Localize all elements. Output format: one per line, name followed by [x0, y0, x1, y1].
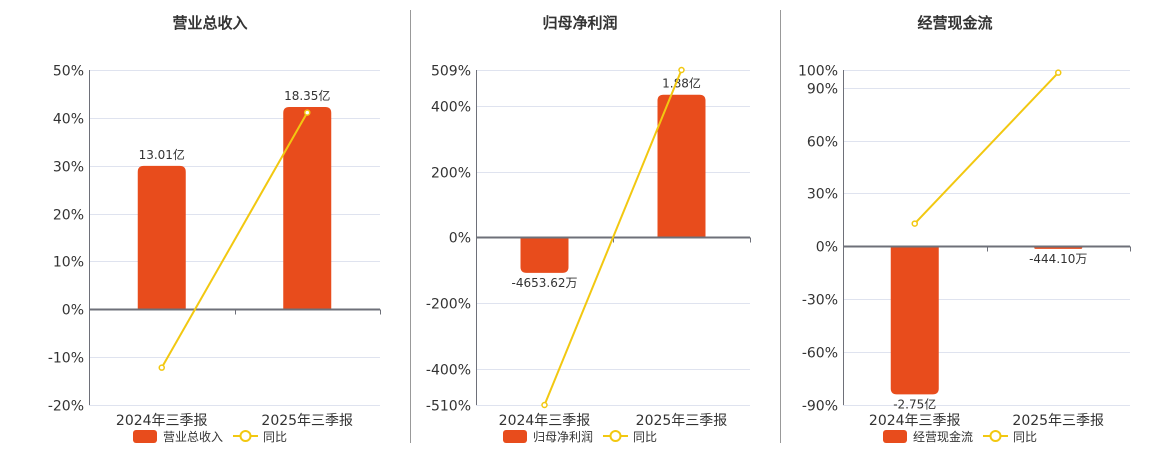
y-tick-label: 10%: [53, 255, 84, 271]
legend-bar-label: 营业总收入: [163, 430, 223, 444]
bar-data-label: -4653.62万: [512, 276, 578, 290]
legend-line-marker: [989, 430, 1002, 442]
legend-bar-label: 归母净利润: [533, 430, 593, 444]
x-category-label: 2024年三季报: [869, 413, 961, 429]
y-tick-label: -60%: [802, 346, 838, 362]
legend-bar-swatch: [503, 430, 527, 443]
legend-line-marker: [239, 430, 252, 442]
y-tick-label: 50%: [53, 64, 84, 80]
yoy-line: [543, 69, 683, 406]
y-tick-label: 0%: [816, 240, 838, 256]
y-tick-label: 400%: [431, 100, 471, 116]
y-tick-label: 200%: [431, 166, 471, 182]
x-category-label: 2025年三季报: [636, 413, 728, 429]
legend-line-label: 同比: [633, 430, 657, 444]
y-tick-label: 0%: [62, 303, 84, 319]
yoy-point: [541, 401, 548, 409]
y-tick-label: -400%: [426, 363, 471, 379]
y-tick-label: 0%: [449, 231, 471, 247]
bar: [520, 237, 569, 273]
y-tick-label: 509%: [431, 64, 471, 80]
bar-data-label: -444.10万: [1029, 252, 1087, 266]
chart-title: 归母净利润: [542, 14, 617, 32]
bar-data-label: -2.75亿: [893, 396, 936, 411]
bar: [283, 106, 332, 310]
x-category-label: 2024年三季报: [499, 413, 591, 429]
y-tick-label: 60%: [807, 135, 838, 151]
bar: [137, 165, 186, 310]
bar-data-label: 13.01亿: [139, 147, 185, 162]
y-tick-label: -10%: [48, 351, 84, 367]
x-category-label: 2025年三季报: [261, 413, 353, 429]
x-category-label: 2024年三季报: [116, 413, 208, 429]
y-tick-label: -30%: [802, 293, 838, 309]
legend-line-label: 同比: [263, 430, 287, 444]
chart-panel: 经营现金流 100% 90% 60% 30% 0% -30% -60% -90% -2.75亿 -4…: [798, 14, 1131, 444]
chart-title: 经营现金流: [917, 14, 992, 32]
y-tick-label: 90%: [807, 82, 838, 98]
bar: [890, 246, 939, 395]
y-tick-label: -20%: [48, 399, 84, 415]
yoy-point: [678, 66, 685, 74]
bar: [657, 94, 706, 238]
chart-panel: 归母净利润 509% 400% 200% 0% -200% -400% -510% -4653.…: [426, 14, 751, 444]
yoy-line: [160, 112, 309, 369]
y-tick-label: 100%: [798, 64, 838, 80]
legend-line-label: 同比: [1013, 430, 1037, 444]
yoy-point: [911, 220, 918, 227]
y-tick-label: 40%: [53, 112, 84, 128]
chart-panel: 营业总收入 50% 40% 30% 20% 10% 0% -10% -20% 13.01亿 18.3…: [48, 14, 381, 444]
yoy-line: [914, 71, 1059, 225]
x-category-label: 2025年三季报: [1012, 413, 1104, 429]
chart-title: 营业总收入: [172, 14, 247, 32]
yoy-point: [304, 109, 311, 116]
legend-bar-swatch: [883, 430, 907, 443]
y-tick-label: 20%: [53, 208, 84, 224]
y-tick-label: -90%: [802, 399, 838, 415]
y-tick-label: 30%: [53, 160, 84, 176]
bar-data-label: 1.88亿: [662, 76, 701, 91]
yoy-point: [158, 364, 165, 371]
bar-data-label: 18.35亿: [284, 88, 330, 103]
y-tick-label: -200%: [426, 297, 471, 313]
yoy-point: [1055, 69, 1062, 76]
y-tick-label: 30%: [807, 187, 838, 203]
y-tick-label: -510%: [426, 399, 471, 415]
legend-bar-swatch: [133, 430, 157, 443]
legend-bar-label: 经营现金流: [913, 429, 973, 444]
legend-line-marker: [609, 430, 622, 442]
